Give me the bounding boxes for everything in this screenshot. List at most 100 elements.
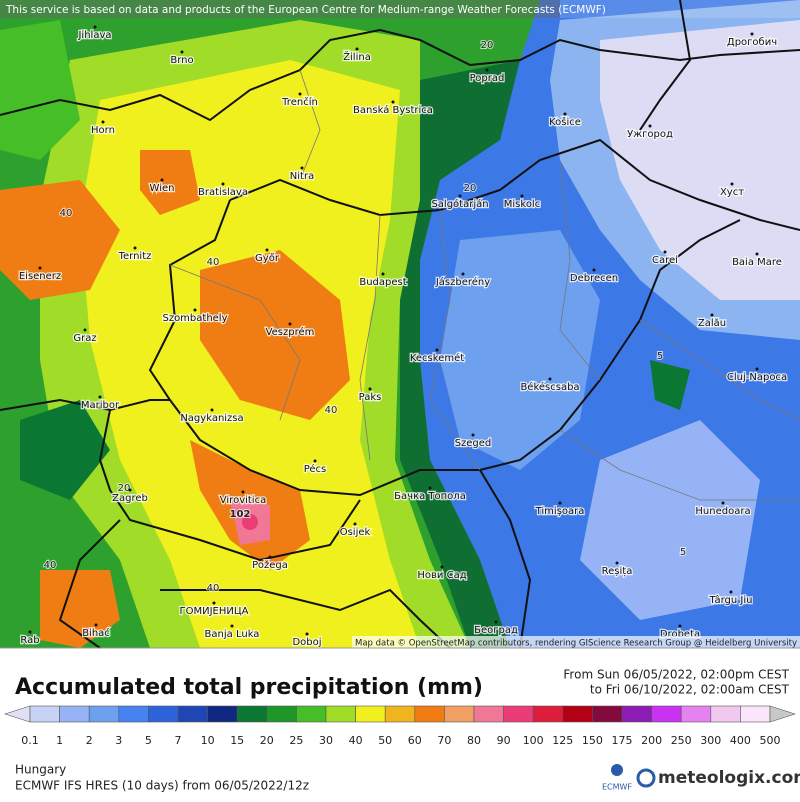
city-dot <box>180 50 184 54</box>
city-dot <box>663 250 667 254</box>
city-label: Târgu Jiu <box>709 594 753 606</box>
city-dot <box>313 459 317 463</box>
legend-label: 125 <box>552 734 573 747</box>
city-dot <box>305 632 309 636</box>
legend-swatch <box>296 705 327 723</box>
ecmwf-icon <box>611 764 623 776</box>
city-dot <box>133 246 137 250</box>
region-border <box>169 69 800 501</box>
city-label: Zalău <box>698 318 726 329</box>
country-border <box>229 138 800 231</box>
city-label: Szeged <box>455 438 492 449</box>
city-dot <box>750 32 754 36</box>
city-label: Graz <box>73 333 96 344</box>
contour-label: 20 <box>118 483 131 494</box>
city-label: Timișoara <box>535 506 585 517</box>
city-dot <box>520 194 524 198</box>
contour-label: 40 <box>60 208 73 219</box>
city-dot <box>221 182 225 186</box>
green-zone <box>0 20 80 160</box>
city-label: Nagykanizsa <box>180 413 243 424</box>
legend-title: Accumulated total precipitation (mm) <box>15 675 483 700</box>
city-label: Debrecen <box>570 273 618 284</box>
map-attribution: Map data © OpenStreetMap contributors, r… <box>355 639 797 649</box>
country-border <box>160 588 451 649</box>
city-dot <box>461 272 465 276</box>
legend-swatch <box>473 705 504 723</box>
legend-label: 150 <box>582 734 603 747</box>
city-label: Ternitz <box>118 251 152 262</box>
legend-swatch <box>266 705 297 723</box>
legend-swatch <box>236 705 268 723</box>
country-border <box>639 0 692 131</box>
city-label: Rab <box>20 635 39 646</box>
city-label: Bihać <box>82 627 110 639</box>
city-label: Београд <box>474 625 518 636</box>
city-label: Banská Bystrica <box>353 104 433 116</box>
city-dot <box>98 395 102 399</box>
city-dot <box>353 522 357 526</box>
city-label: Požega <box>252 559 288 571</box>
legend-label: 5 <box>145 734 152 747</box>
model-info: ECMWF IFS HRES (10 days) from 06/05/2022… <box>15 779 309 793</box>
city-label: Szombathely <box>162 313 227 324</box>
legend-label: 3 <box>115 734 122 747</box>
legend-swatch <box>59 705 90 723</box>
legend-swatch <box>88 705 120 723</box>
city-dot <box>83 328 87 332</box>
country-border <box>479 469 532 649</box>
city-label: Cluj-Napoca <box>727 372 787 383</box>
city-dot <box>710 313 714 317</box>
mid-blue-zone <box>440 230 600 470</box>
legend-swatch <box>118 705 149 723</box>
legend-label: 400 <box>730 734 751 747</box>
city-dot <box>193 308 197 312</box>
orange-zone <box>40 570 120 648</box>
city-label: Jászberény <box>435 276 490 288</box>
legend-label: 70 <box>437 734 451 747</box>
city-label: Zagreb <box>112 493 148 504</box>
dark-green-zone <box>400 60 520 648</box>
city-dot <box>428 486 432 490</box>
legend-label: 100 <box>523 734 544 747</box>
city-dot <box>28 630 32 634</box>
city-dot <box>440 565 444 569</box>
city-label: Хуст <box>720 187 744 198</box>
city-dot <box>755 367 759 371</box>
dark-green-zone <box>650 360 690 410</box>
period-from: From Sun 06/05/2022, 02:00pm CEST <box>563 668 789 682</box>
city-label: Wien <box>150 183 175 194</box>
city-dot <box>730 182 734 186</box>
city-dot <box>230 624 234 628</box>
contour-label: 102 <box>230 509 251 520</box>
contour-label: 40 <box>325 405 338 416</box>
legend-swatch <box>384 705 416 723</box>
city-label: Budapest <box>359 277 406 288</box>
city-dot <box>485 68 489 72</box>
legend-swatch <box>177 705 208 723</box>
city-dot <box>458 194 462 198</box>
city-label: Salgótarján <box>431 198 488 210</box>
city-dot <box>94 623 98 627</box>
legend-swatch <box>562 705 593 723</box>
city-dot <box>563 112 567 116</box>
max-spot <box>242 514 258 530</box>
city-dot <box>355 47 359 51</box>
legend-over-arrow <box>769 705 796 723</box>
city-dot <box>391 100 395 104</box>
city-label: Eisenerz <box>19 271 61 282</box>
legend-swatch <box>325 705 356 723</box>
legend-swatch <box>355 705 386 723</box>
city-dot <box>648 124 652 128</box>
city-label: Brno <box>170 55 193 66</box>
city-label: Košice <box>549 116 581 128</box>
legend-label: 80 <box>467 734 481 747</box>
orange-zone <box>200 250 350 420</box>
legend-swatch <box>414 705 445 723</box>
city-dot <box>212 601 216 605</box>
city-label: Poprad <box>470 73 505 84</box>
legend-label: 1 <box>56 734 63 747</box>
period-to: to Fri 06/10/2022, 02:00am CEST <box>590 683 790 697</box>
city-dot <box>548 377 552 381</box>
